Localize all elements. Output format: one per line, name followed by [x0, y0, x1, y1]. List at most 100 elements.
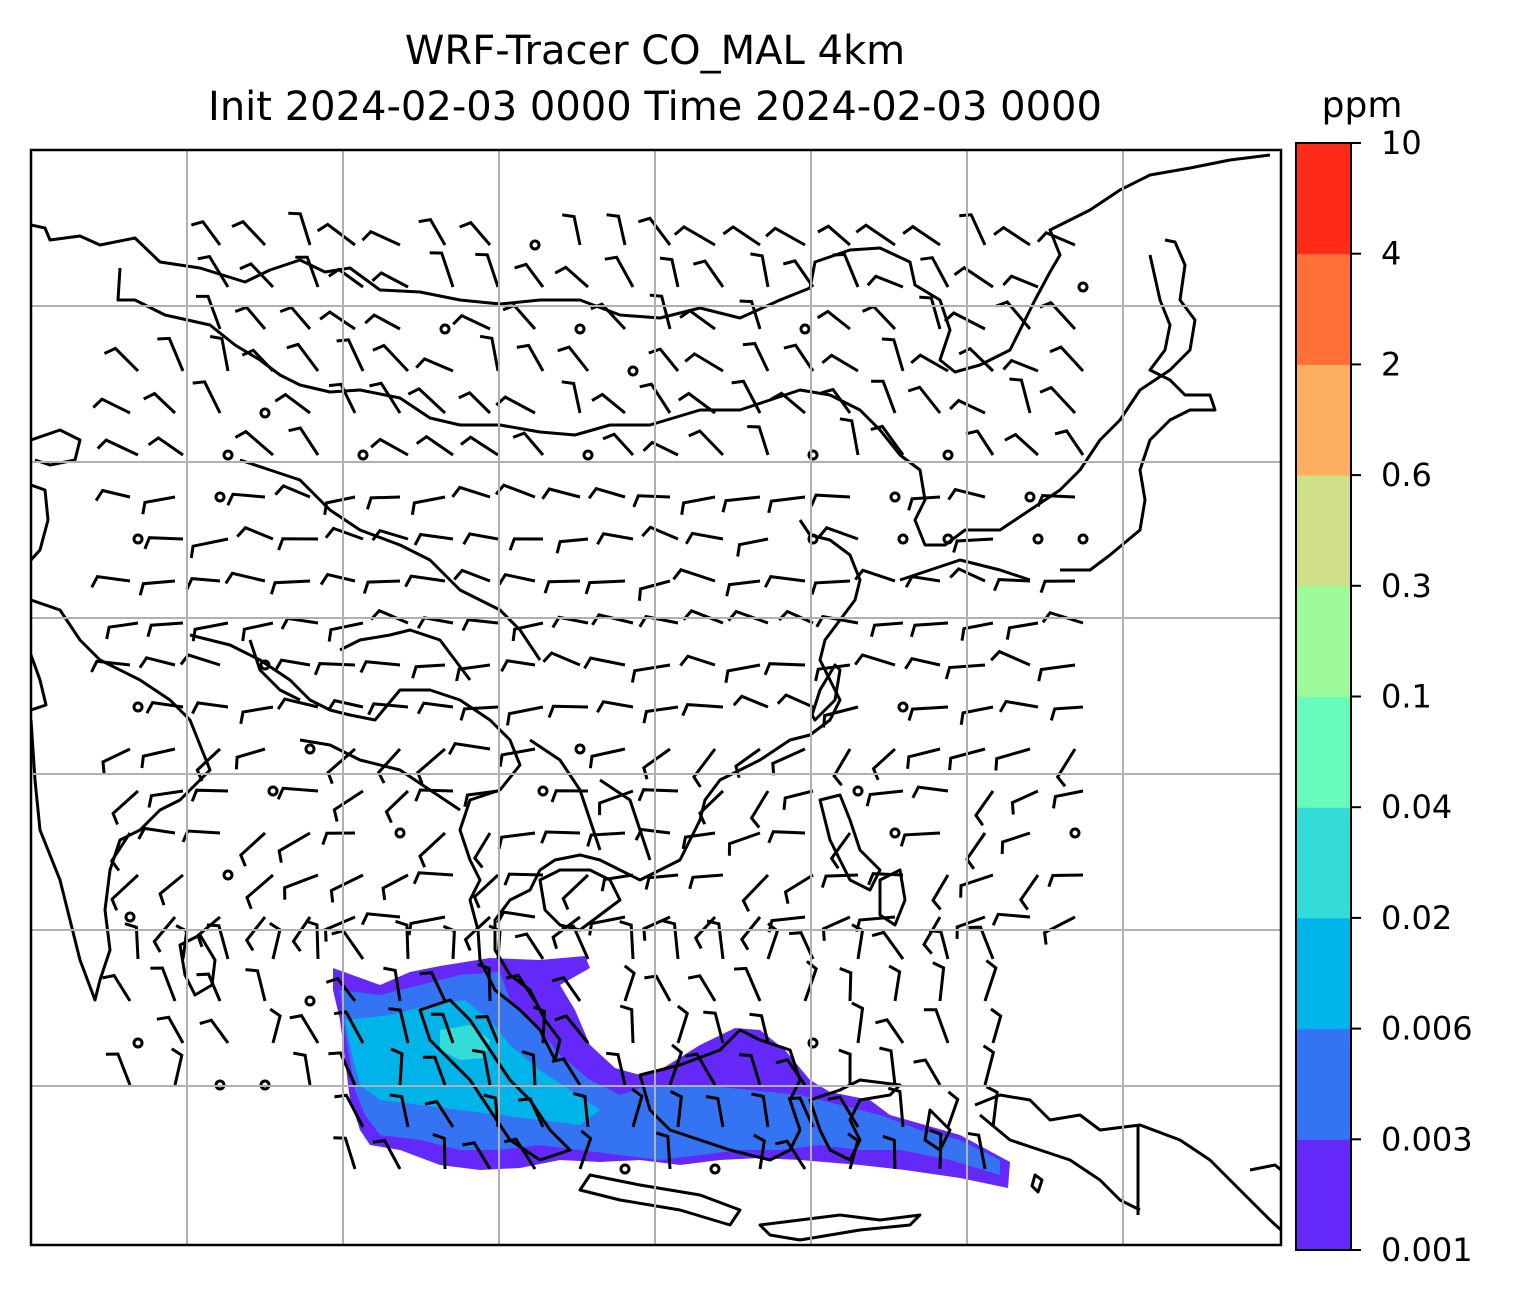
wind-barb — [1054, 429, 1085, 456]
wind-barb — [634, 827, 671, 841]
wind-barb — [771, 747, 806, 776]
wind-barb — [991, 912, 1031, 926]
wind-barb — [329, 873, 364, 903]
wind-barb — [334, 1093, 365, 1128]
wind-barb — [685, 531, 724, 545]
wind-barb — [365, 495, 401, 510]
wind-barb — [413, 532, 454, 546]
wind-barb — [919, 295, 942, 330]
wind-barb — [414, 788, 454, 802]
wind-barb — [511, 621, 544, 642]
wind-barb — [170, 1047, 184, 1086]
wind-barb — [424, 1099, 455, 1128]
wind-barb — [871, 379, 897, 414]
tracer-level-0.003 — [340, 972, 1000, 1175]
wind-barb — [879, 1046, 897, 1086]
wind-barb — [459, 220, 492, 246]
wind-barb — [910, 353, 949, 373]
wind-barb — [867, 872, 904, 886]
wind-barb — [847, 1132, 860, 1170]
wind-barb — [234, 747, 266, 770]
wind-barb — [328, 382, 357, 414]
wind-barb — [137, 826, 176, 840]
wind-barb — [698, 789, 725, 825]
wind-barb — [763, 662, 806, 676]
wind-barb — [411, 663, 446, 679]
wind-barb — [644, 974, 672, 1002]
colorbar-tick-label: 0.6 — [1381, 456, 1432, 494]
wind-barb — [336, 338, 365, 372]
wind-barb — [447, 742, 491, 756]
wind-barb — [958, 346, 995, 373]
wind-barb — [147, 436, 184, 457]
wind-barb — [323, 495, 356, 516]
wind-barb — [269, 579, 311, 595]
wind-barb — [239, 705, 274, 725]
wind-barb — [931, 874, 950, 911]
wind-barb — [815, 614, 859, 628]
wind-barb — [632, 494, 671, 508]
wind-barb — [953, 265, 994, 289]
wind-barb — [775, 1139, 807, 1170]
wind-barb — [277, 537, 319, 551]
wind-barb — [817, 526, 859, 541]
wind-barb — [871, 747, 897, 781]
wind-barb — [832, 748, 852, 787]
wind-barb — [725, 579, 761, 597]
wind-barb — [648, 347, 680, 372]
wind-barb — [909, 621, 949, 638]
wind-barb — [327, 267, 364, 289]
wind-barb — [289, 1013, 320, 1044]
wind-barb — [333, 1136, 357, 1170]
coastlines — [31, 153, 1281, 1242]
wind-barb — [669, 1090, 683, 1128]
wind-barb — [684, 1052, 717, 1086]
wind-barb — [561, 213, 582, 246]
wind-barb — [244, 916, 267, 952]
wind-barb — [274, 658, 311, 672]
wind-barb — [968, 925, 995, 960]
wind-barb — [94, 488, 131, 502]
wind-barb — [419, 971, 447, 1002]
wind-barb — [418, 217, 447, 246]
wind-barb — [630, 663, 671, 683]
wind-barb — [109, 832, 132, 872]
wind-barb — [688, 873, 724, 890]
wind-barb — [839, 967, 853, 1002]
wind-barb — [463, 789, 499, 808]
wind-barb — [959, 873, 994, 898]
wind-barb — [839, 417, 860, 456]
wind-barb — [521, 1050, 537, 1086]
wind-barb — [788, 931, 815, 960]
wind-barb — [990, 1007, 1003, 1044]
chart-subtitle: Init 2024-02-03 0000 Time 2024-02-03 000… — [208, 84, 1102, 130]
colorbar-band-7 — [1296, 364, 1351, 476]
wind-barb — [1047, 873, 1084, 888]
wind-barb — [404, 574, 446, 588]
wind-barb — [588, 915, 626, 936]
wind-barb — [321, 831, 356, 846]
wind-barb — [364, 313, 401, 331]
wind-barb — [724, 663, 761, 683]
wind-barb — [1018, 874, 1040, 911]
wind-barb — [319, 572, 356, 586]
wind-barb — [838, 1048, 852, 1086]
wind-barb — [932, 961, 946, 1002]
wind-barb — [532, 1005, 547, 1044]
wind-barb — [453, 568, 491, 583]
wind-barb — [367, 702, 409, 716]
wind-barb — [783, 343, 815, 372]
wind-barb — [245, 968, 267, 1002]
wind-barb — [572, 1092, 590, 1128]
wind-barb — [637, 579, 671, 601]
wind-barb — [1039, 385, 1077, 415]
wind-barb — [644, 873, 679, 890]
wind-barb — [276, 697, 319, 710]
calm-wind-marker — [214, 491, 226, 503]
calm-wind-marker — [304, 743, 316, 755]
wind-barb — [688, 429, 725, 457]
wind-barb — [810, 579, 851, 595]
wind-barb — [706, 919, 725, 960]
wind-barb — [955, 915, 986, 939]
wind-barb — [1037, 663, 1076, 682]
